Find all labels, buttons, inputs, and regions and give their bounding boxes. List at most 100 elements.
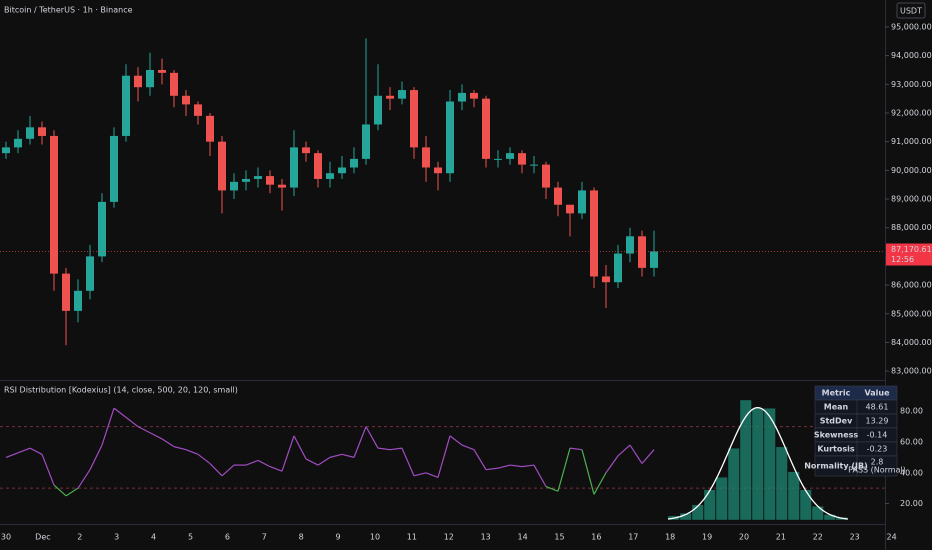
- candle-body: [158, 69, 166, 73]
- table-metric: Skewness: [814, 431, 859, 440]
- candle-body: [470, 92, 478, 99]
- countdown: 12:56: [891, 255, 914, 264]
- candle-body: [374, 95, 382, 125]
- rsi-segment: [497, 464, 511, 469]
- rsi-segment: [641, 449, 655, 464]
- table-value: PASS (Normal): [848, 466, 906, 475]
- rsi-segment: [65, 487, 79, 497]
- rsi-segment: [77, 469, 91, 489]
- rsi-segment: [485, 467, 499, 471]
- candle-body: [290, 147, 298, 188]
- rsi-segment: [317, 456, 331, 466]
- candle-body: [2, 147, 10, 154]
- candle-body: [410, 90, 418, 148]
- rsi-segment: [173, 446, 187, 451]
- rsi-segment: [593, 472, 607, 495]
- candle-body: [242, 178, 250, 182]
- table-header: Value: [864, 389, 890, 398]
- table-value: -0.14: [867, 431, 888, 440]
- x-tick-label: 15: [554, 533, 564, 542]
- rsi-segment: [101, 407, 115, 446]
- histogram-bar: [823, 514, 836, 521]
- x-tick-label: 20: [739, 533, 749, 542]
- candle-body: [218, 141, 226, 191]
- candle-body: [398, 90, 406, 99]
- candle-body: [542, 164, 550, 188]
- candle-body: [566, 204, 574, 214]
- candle-body: [602, 276, 610, 283]
- x-tick-label: 14: [518, 533, 528, 542]
- candle-body: [338, 167, 346, 174]
- x-tick-label: 18: [665, 533, 675, 542]
- candle-body: [254, 176, 262, 179]
- last-price-tag: [886, 243, 932, 266]
- x-tick-label: 2: [77, 533, 82, 542]
- currency[interactable]: USDT: [900, 7, 922, 16]
- histogram-bar: [715, 477, 728, 521]
- rsi-segment: [617, 444, 631, 457]
- y-tick-label: 83,000.00: [891, 367, 932, 376]
- y-tick-label: 93,000.00: [891, 80, 932, 89]
- y-tick-label: 94,000.00: [891, 51, 932, 60]
- candle-body: [434, 167, 442, 174]
- y-tick-label: 88,000.00: [891, 223, 932, 232]
- x-tick-label: 10: [370, 533, 380, 542]
- candle-body: [122, 75, 130, 136]
- x-tick-label: 7: [262, 533, 267, 542]
- candle-body: [86, 256, 94, 291]
- rsi-segment: [113, 407, 127, 418]
- candle-body: [110, 135, 118, 202]
- stats-table: Metric Value Mean 48.61 StdDev 13.29 Skewness -…: [804, 385, 906, 477]
- rsi-segment: [425, 472, 439, 478]
- candle-body: [62, 273, 70, 311]
- candle-body: [638, 236, 646, 268]
- histogram-bar: [739, 399, 752, 521]
- rsi-segment: [5, 452, 19, 458]
- candle-body: [650, 251, 658, 268]
- rsi-segment: [149, 432, 163, 440]
- table-value: 2.8: [871, 458, 884, 467]
- candle-body: [74, 290, 82, 311]
- candle-body: [38, 127, 46, 136]
- x-tick-label: 4: [151, 533, 156, 542]
- candle-body: [278, 184, 286, 188]
- candle-body: [98, 201, 106, 257]
- candle-body: [590, 190, 598, 277]
- rsi-segment: [365, 426, 379, 449]
- rsi-segment: [329, 453, 343, 458]
- y-tick-label: 60.00: [900, 438, 923, 447]
- x-tick-label: 5: [188, 533, 193, 542]
- x-tick-label: 11: [407, 533, 417, 542]
- rsi-segment: [53, 484, 67, 497]
- y-tick-label: 95,000.00: [891, 22, 932, 31]
- histogram-bar: [751, 408, 764, 521]
- candle-body: [26, 127, 34, 139]
- rsi-segment: [41, 454, 55, 486]
- rsi-segment: [461, 444, 475, 451]
- histogram-bar: [763, 408, 776, 521]
- x-tick-label: 22: [813, 533, 823, 542]
- rsi-segment: [353, 426, 367, 458]
- candle-body: [314, 153, 322, 179]
- rsi-segment: [449, 435, 463, 446]
- x-tick-label: 3: [114, 533, 119, 542]
- candle-body: [626, 236, 634, 254]
- table-metric: Kurtosis: [817, 445, 855, 454]
- x-tick-label: 17: [628, 533, 638, 542]
- candle-body: [326, 173, 334, 179]
- candle-body: [302, 147, 310, 154]
- candle-body: [182, 95, 190, 105]
- rsi-segment: [389, 447, 403, 451]
- rsi-segment: [545, 486, 559, 492]
- candle-body: [458, 92, 466, 102]
- x-tick-label: 30: [1, 533, 11, 542]
- currency-box[interactable]: [896, 2, 926, 19]
- candle-body: [554, 187, 562, 205]
- y-tick-label: 40.00: [900, 468, 923, 477]
- candle-body: [518, 153, 526, 165]
- rsi-segment: [533, 464, 547, 487]
- table-value: 13.29: [866, 417, 889, 426]
- rsi-segment: [293, 435, 307, 460]
